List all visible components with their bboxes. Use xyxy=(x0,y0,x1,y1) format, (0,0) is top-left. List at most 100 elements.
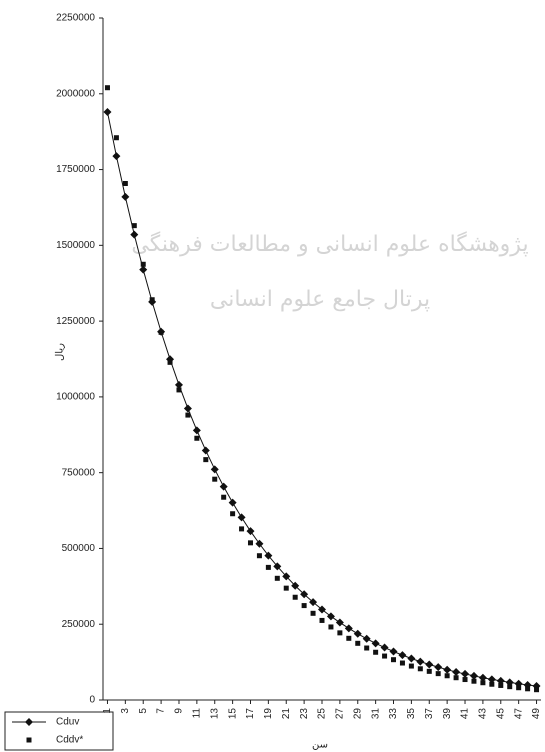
diamond-marker xyxy=(25,718,33,726)
square-marker xyxy=(480,680,486,686)
diamond-marker xyxy=(461,669,470,678)
diamond-marker xyxy=(487,675,496,684)
y-tick-label: 1500000 xyxy=(56,240,95,251)
y-tick-label: 1750000 xyxy=(56,164,95,175)
x-tick-label: 37 xyxy=(424,708,435,720)
square-marker xyxy=(185,412,191,418)
square-marker xyxy=(239,526,245,532)
diamond-marker xyxy=(318,605,326,614)
y-tick-label: 500000 xyxy=(62,543,96,554)
x-tick-label: 39 xyxy=(442,708,453,720)
diamond-marker xyxy=(121,192,130,201)
square-marker xyxy=(265,564,271,570)
square-marker xyxy=(113,135,119,141)
y-tick-label: 1000000 xyxy=(56,392,95,403)
square-marker xyxy=(346,635,352,641)
x-tick-label: 27 xyxy=(335,708,346,720)
square-marker xyxy=(256,553,262,559)
diamond-marker xyxy=(469,671,478,680)
diamond-marker xyxy=(273,562,282,571)
diamond-marker xyxy=(398,651,407,660)
diamond-marker xyxy=(255,539,264,548)
diamond-marker xyxy=(344,624,353,633)
diamond-marker xyxy=(425,660,434,669)
x-tick-label: 1 xyxy=(102,708,113,714)
square-marker xyxy=(435,671,441,677)
diamond-marker xyxy=(380,643,389,652)
square-marker xyxy=(149,297,155,303)
square-marker xyxy=(274,575,280,581)
watermark: پرتال جامع علوم انسانی xyxy=(210,287,430,312)
square-marker xyxy=(525,686,531,692)
square-marker xyxy=(489,681,495,687)
y-tick-label: 0 xyxy=(89,695,95,706)
square-marker xyxy=(471,678,477,684)
x-tick-label: 35 xyxy=(406,708,417,720)
y-tick-label: 250000 xyxy=(62,619,96,630)
y-tick-label: 750000 xyxy=(62,467,96,478)
diamond-marker xyxy=(264,551,273,560)
square-marker xyxy=(292,594,298,600)
diamond-marker xyxy=(478,673,487,682)
x-tick-label: 11 xyxy=(191,708,202,719)
square-marker xyxy=(167,359,173,365)
square-marker xyxy=(516,685,522,691)
square-marker xyxy=(426,668,432,674)
diamond-marker xyxy=(139,265,148,274)
x-tick-label: 21 xyxy=(281,708,292,720)
square-marker xyxy=(417,666,423,672)
diamond-marker xyxy=(219,482,228,491)
square-marker xyxy=(408,663,414,669)
square-marker xyxy=(301,603,307,609)
diamond-marker xyxy=(362,634,371,643)
x-tick-label: 9 xyxy=(174,708,185,714)
square-marker xyxy=(373,649,379,655)
diamond-marker xyxy=(353,629,362,638)
y-tick-label: 1250000 xyxy=(56,316,95,327)
x-tick-label: 5 xyxy=(138,708,149,714)
square-marker xyxy=(328,624,334,630)
square-marker xyxy=(453,675,459,681)
diamond-marker xyxy=(112,152,121,161)
legend-box xyxy=(4,711,114,751)
x-tick-label: 45 xyxy=(495,708,506,720)
x-tick-label: 25 xyxy=(317,708,328,720)
square-marker xyxy=(283,585,289,591)
watermark: پژوهشگاه علوم انسانی و مطالعات فرهنگی xyxy=(131,231,528,257)
x-tick-label: 15 xyxy=(227,708,238,720)
x-tick-label: 41 xyxy=(460,708,471,720)
diamond-marker xyxy=(416,657,425,666)
square-marker xyxy=(104,85,110,91)
y-axis-label: ریال xyxy=(55,343,66,361)
square-marker xyxy=(444,673,450,679)
diamond-marker xyxy=(326,612,335,621)
diamond-marker xyxy=(103,107,112,116)
diamond-marker xyxy=(130,230,139,239)
square-marker xyxy=(534,687,540,693)
diamond-marker xyxy=(452,667,461,676)
diamond-marker xyxy=(434,663,443,672)
square-marker xyxy=(212,476,218,482)
square-marker xyxy=(230,511,236,517)
x-tick-label: 33 xyxy=(388,708,399,720)
square-marker xyxy=(498,682,504,688)
square-marker xyxy=(319,617,325,623)
square-marker xyxy=(26,737,32,743)
x-tick-label: 47 xyxy=(513,708,524,720)
square-marker xyxy=(140,261,146,267)
diamond-marker xyxy=(291,581,300,590)
diamond-marker xyxy=(496,676,505,685)
square-marker xyxy=(310,610,316,616)
diamond-marker xyxy=(335,618,344,627)
square-marker xyxy=(158,329,164,335)
diamond-marker xyxy=(371,639,380,648)
diamond-marker xyxy=(282,572,291,581)
diamond-marker xyxy=(228,498,237,507)
x-tick-label: 49 xyxy=(531,708,542,720)
square-marker xyxy=(122,180,128,186)
diamond-marker xyxy=(183,404,192,413)
y-tick-label: 2250000 xyxy=(56,13,95,24)
diamond-marker xyxy=(443,665,452,674)
diamond-marker xyxy=(246,527,255,536)
